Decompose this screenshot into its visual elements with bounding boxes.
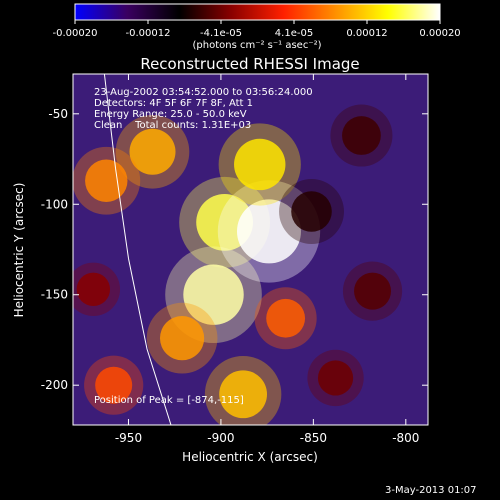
y-axis-ticks: -50 -100 -150 -200 xyxy=(41,107,428,392)
heat-source xyxy=(266,298,306,338)
colorbar-tick-label: -0.00012 xyxy=(126,28,171,39)
heat-source xyxy=(342,116,381,155)
heat-source xyxy=(219,370,268,419)
footer-timestamp: 3-May-2013 01:07 xyxy=(385,485,477,496)
colorbar xyxy=(74,3,441,21)
colorbar-tick-label: 0.00012 xyxy=(346,28,387,39)
x-tick-label: -950 xyxy=(115,431,142,445)
y-tick-label: -200 xyxy=(41,378,68,392)
colorbar-tick-label: 4.1e-05 xyxy=(275,28,313,39)
y-tick-label: -50 xyxy=(48,107,68,121)
x-tick-label: -900 xyxy=(207,431,234,445)
y-tick-label: -100 xyxy=(41,197,68,211)
heat-source xyxy=(354,272,392,310)
colorbar-tick-label: -0.00020 xyxy=(53,28,98,39)
overlay-time-range: 23-Aug-2002 03:54:52.000 to 03:56:24.000 xyxy=(94,87,313,98)
heat-source xyxy=(85,159,128,202)
x-axis-ticks: -950 -900 -850 -800 xyxy=(115,74,419,445)
solar-limb-curve xyxy=(103,74,172,425)
heatmap-plot-area xyxy=(73,74,428,425)
x-tick-label: -850 xyxy=(300,431,327,445)
heat-source xyxy=(234,138,286,191)
heat-source xyxy=(129,128,176,175)
overlay-detectors: Detectors: 4F 5F 6F 7F 8F, Att 1 xyxy=(94,98,254,109)
x-tick-label: -800 xyxy=(392,431,419,445)
heat-source xyxy=(95,366,133,404)
chart-title: Reconstructed RHESSI Image xyxy=(140,55,359,73)
colorbar-ticks: -0.00020 -0.00012 -4.1e-05 4.1e-05 0.00012 0.… xyxy=(53,20,461,39)
heat-source xyxy=(76,272,111,307)
heat-source xyxy=(183,264,244,325)
heat-source xyxy=(317,360,354,396)
heatmap-sources xyxy=(73,104,403,425)
x-axis-label: Heliocentric X (arcsec) xyxy=(182,450,318,464)
overlay-clean-counts: Clean Total counts: 1.31E+03 xyxy=(94,120,252,131)
heat-source xyxy=(291,191,332,232)
colorbar-tick-label: 0.00020 xyxy=(419,28,460,39)
heat-source xyxy=(236,199,301,264)
y-axis-label: Heliocentric Y (arcsec) xyxy=(12,183,26,318)
overlay-peak-position: Position of Peak = [-874,-115] xyxy=(94,395,244,406)
overlay-energy-range: Energy Range: 25.0 - 50.0 keV xyxy=(94,109,247,120)
y-tick-label: -150 xyxy=(41,288,68,302)
colorbar-unit-label: (photons cm⁻² s⁻¹ asec⁻²) xyxy=(192,40,321,51)
heat-source xyxy=(159,316,205,361)
colorbar-tick-label: -4.1e-05 xyxy=(200,28,242,39)
plot-frame xyxy=(72,73,429,426)
